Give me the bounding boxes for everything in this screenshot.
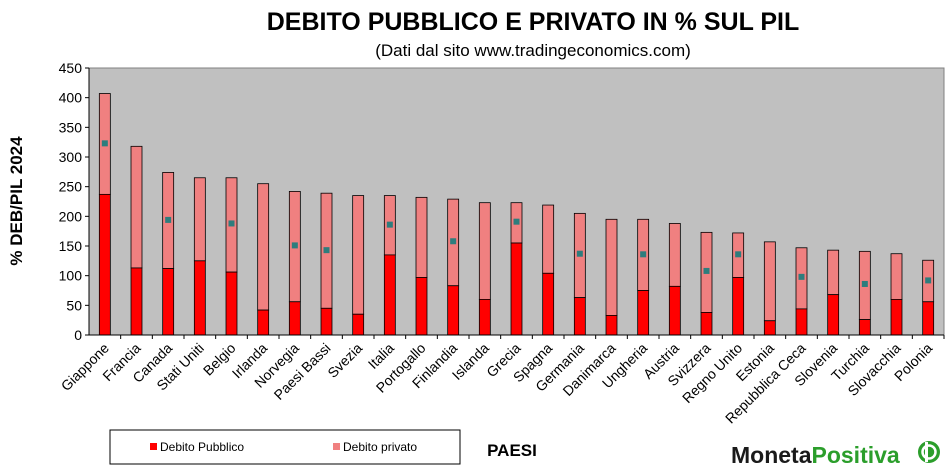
y-axis-label: % DEB/PIL 2024 bbox=[7, 136, 26, 266]
marker-ungheria bbox=[640, 251, 647, 258]
brand-logo: MonetaPositiva bbox=[731, 441, 940, 468]
bar-debito-pubblico-stati-uniti bbox=[193, 260, 206, 336]
bar-debito-pubblico-giappone bbox=[98, 193, 111, 336]
y-tick-label-50: 50 bbox=[66, 297, 82, 313]
bar-debito-privato-spagna bbox=[542, 204, 555, 274]
bar-debito-privato-slovenia bbox=[827, 249, 840, 296]
bar-debito-privato-danimarca bbox=[605, 218, 618, 316]
y-tick-label-400: 400 bbox=[59, 90, 83, 106]
markers bbox=[101, 140, 932, 287]
bar-debito-privato-irlanda bbox=[257, 183, 270, 311]
bar-debito-pubblico-svezia bbox=[352, 313, 365, 336]
bar-debito-pubblico-finlandia bbox=[447, 285, 460, 336]
bar-debito-pubblico-austria bbox=[668, 285, 681, 336]
bar-debito-privato-austria bbox=[668, 223, 681, 287]
marker-repubblica-ceca bbox=[798, 273, 805, 280]
y-tick-label-0: 0 bbox=[74, 327, 82, 343]
bar-debito-pubblico-danimarca bbox=[605, 315, 618, 336]
marker-norvegia bbox=[291, 242, 298, 249]
marker-giappone bbox=[101, 140, 108, 147]
y-tick-label-300: 300 bbox=[59, 149, 83, 165]
y-tick-label-200: 200 bbox=[59, 208, 83, 224]
bar-debito-pubblico-polonia bbox=[922, 301, 935, 336]
bar-debito-privato-stati-uniti bbox=[193, 177, 206, 262]
marker-svizzera bbox=[703, 267, 710, 274]
y-tick-label-450: 450 bbox=[59, 60, 83, 76]
bar-debito-privato-francia bbox=[130, 145, 143, 269]
x-tick-label-svezia: Svezia bbox=[324, 340, 365, 381]
bar-debito-pubblico-islanda bbox=[478, 298, 491, 336]
marker-paesi-bassi bbox=[323, 247, 330, 254]
bar-debito-pubblico-belgio bbox=[225, 271, 238, 336]
bar-debito-pubblico-canada bbox=[162, 268, 175, 336]
legend-swatch-debito-pubblico bbox=[150, 443, 157, 450]
marker-polonia bbox=[925, 277, 932, 284]
bar-debito-pubblico-paesi-bassi bbox=[320, 307, 333, 336]
bar-debito-pubblico-portogallo bbox=[415, 277, 428, 336]
bar-debito-pubblico-slovenia bbox=[827, 294, 840, 336]
bar-debito-pubblico-irlanda bbox=[257, 309, 270, 336]
legend-box bbox=[109, 429, 461, 465]
brand-part2: Positiva bbox=[812, 442, 900, 468]
y-axis: 0 50 100 150 200 250 300 350 400 450 bbox=[59, 60, 90, 343]
bar-debito-pubblico-regno-unito bbox=[732, 277, 745, 336]
bar-debito-pubblico-norvegia bbox=[288, 301, 301, 336]
legend-label-debito-pubblico: Debito Pubblico bbox=[160, 440, 244, 454]
bar-debito-pubblico-grecia bbox=[510, 242, 523, 336]
y-tick-label-100: 100 bbox=[59, 268, 83, 284]
bar-debito-privato-svezia bbox=[352, 195, 365, 315]
bar-debito-pubblico-slovacchia bbox=[890, 298, 903, 336]
legend-swatch-debito-privato bbox=[333, 443, 340, 450]
bar-debito-pubblico-francia bbox=[130, 267, 143, 336]
marker-finlandia bbox=[450, 238, 457, 245]
bar-debito-privato-islanda bbox=[478, 202, 491, 300]
chart-title: DEBITO PUBBLICO E PRIVATO IN % SUL PIL bbox=[267, 8, 799, 36]
marker-belgio bbox=[228, 220, 235, 227]
y-tick-label-150: 150 bbox=[59, 238, 83, 254]
legend-label-debito-privato: Debito privato bbox=[343, 440, 417, 454]
marker-canada bbox=[165, 216, 172, 223]
bar-debito-pubblico-estonia bbox=[763, 320, 776, 336]
bar-debito-pubblico-italia bbox=[383, 254, 396, 336]
legend: Debito Pubblico Debito privato bbox=[109, 429, 461, 465]
bar-debito-privato-estonia bbox=[763, 241, 776, 322]
bar-debito-pubblico-turchia bbox=[858, 319, 871, 336]
bar-debito-pubblico-spagna bbox=[542, 272, 555, 336]
brand-part1: Moneta bbox=[731, 442, 812, 468]
y-tick-label-250: 250 bbox=[59, 179, 83, 195]
brand-text: MonetaPositiva bbox=[731, 442, 900, 468]
chart-subtitle: (Dati dal sito www.tradingeconomics.com) bbox=[375, 41, 691, 60]
bar-debito-pubblico-germania bbox=[573, 297, 586, 336]
bar-debito-privato-slovacchia bbox=[890, 253, 903, 300]
bar-debito-pubblico-ungheria bbox=[637, 290, 650, 336]
bar-debito-pubblico-svizzera bbox=[700, 312, 713, 336]
marker-regno-unito bbox=[735, 251, 742, 258]
bar-debito-pubblico-repubblica-ceca bbox=[795, 308, 808, 336]
bar-debito-privato-portogallo bbox=[415, 196, 428, 278]
marker-grecia bbox=[513, 218, 520, 225]
brand-icon bbox=[918, 441, 940, 463]
marker-italia bbox=[386, 221, 393, 228]
marker-turchia bbox=[861, 280, 868, 287]
x-axis-label: PAESI bbox=[487, 441, 537, 460]
y-tick-label-350: 350 bbox=[59, 119, 83, 135]
marker-germania bbox=[576, 250, 583, 257]
